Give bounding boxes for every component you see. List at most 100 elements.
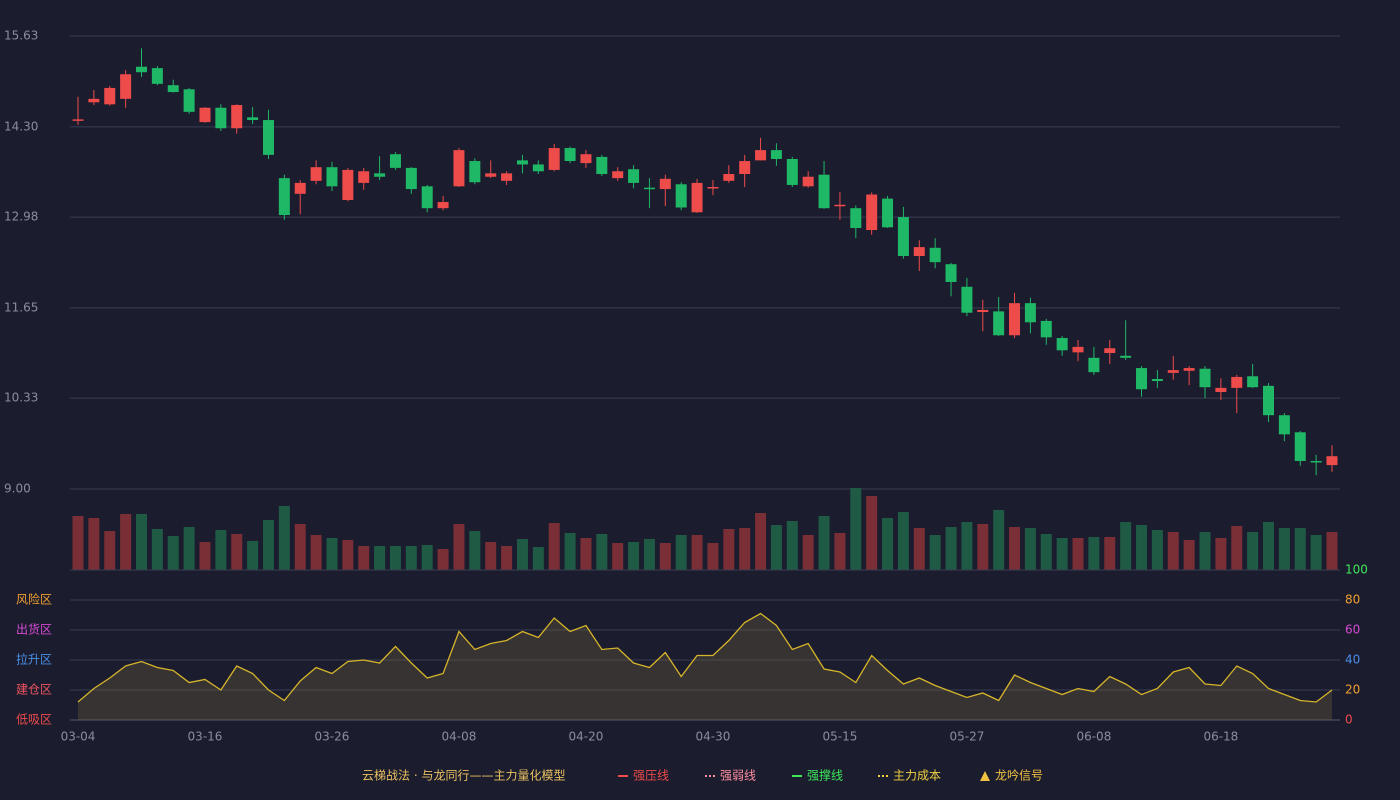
candle-body <box>326 167 338 187</box>
volume-bar <box>834 533 846 570</box>
candle-body <box>405 167 417 190</box>
volume-bar <box>596 534 608 570</box>
volume-bar <box>199 542 211 570</box>
candle-body <box>310 167 322 181</box>
candle-body <box>1056 338 1068 351</box>
volume-bar <box>802 535 814 570</box>
volume-bar <box>866 496 878 570</box>
y-tick-label: 15.63 <box>4 29 38 43</box>
x-tick-label: 06-08 <box>1076 730 1111 744</box>
candle-body <box>421 186 433 209</box>
volume-bar <box>961 522 973 570</box>
volume-bar <box>342 540 354 570</box>
candle-body <box>818 174 830 209</box>
volume-bar <box>485 542 497 570</box>
candle-body <box>1215 387 1227 392</box>
volume-bar <box>1056 538 1068 570</box>
volume-bar <box>326 538 338 570</box>
candle-body <box>1136 368 1148 390</box>
indicator-line <box>77 612 1333 703</box>
candle-body <box>1009 303 1021 336</box>
candle-body <box>72 119 84 121</box>
candle-body <box>104 87 116 105</box>
candle-body <box>389 154 401 168</box>
volume-bar <box>1278 528 1290 570</box>
volume-bar <box>1247 532 1259 570</box>
y-tick-label: 14.30 <box>4 119 38 133</box>
volume-bar <box>628 542 640 570</box>
volume-bar <box>1231 526 1243 570</box>
volume-bar <box>1151 530 1163 570</box>
candle-body <box>501 173 513 181</box>
candle-body <box>1294 432 1306 461</box>
volume-bar <box>358 546 370 570</box>
volume-bar <box>120 514 132 570</box>
volume-bar <box>580 538 592 570</box>
volume-bar <box>548 523 560 570</box>
volume-bar <box>1120 522 1132 570</box>
candle-body <box>516 160 528 165</box>
x-tick-label: 04-20 <box>569 730 604 744</box>
candle-body <box>135 66 147 73</box>
volume-bar <box>739 528 751 570</box>
volume-bar <box>691 535 703 570</box>
candle-body <box>1120 355 1132 358</box>
volume-bar <box>183 527 195 570</box>
zone-label: 拉升区 <box>16 652 52 667</box>
legend-label: 主力成本 <box>893 769 941 783</box>
volume-bar <box>294 524 306 570</box>
candle-body <box>961 286 973 313</box>
zone-label: 出货区 <box>16 622 52 637</box>
volume-bar <box>247 541 259 570</box>
x-tick-label: 03-04 <box>61 730 96 744</box>
volume-bar <box>929 535 941 570</box>
candle-body <box>1199 368 1211 388</box>
candle-body <box>993 311 1005 336</box>
candle-body <box>183 89 195 112</box>
legend-title: 云梯战法 · 与龙同行——主力量化模型 <box>362 769 565 783</box>
volume-bar <box>389 546 401 570</box>
candle-body <box>1183 368 1195 371</box>
volume-bar <box>215 530 227 570</box>
y2-tick-label: 40 <box>1345 653 1360 667</box>
candle-body <box>691 182 703 213</box>
candle-body <box>247 117 259 121</box>
candle-body <box>1167 370 1179 373</box>
candle-body <box>786 158 798 185</box>
x-tick-label: 05-15 <box>822 730 857 744</box>
volume-bar <box>374 546 386 570</box>
volume-bar <box>453 524 465 570</box>
candle-body <box>977 309 989 313</box>
x-tick-label: 03-26 <box>315 730 350 744</box>
volume-bar <box>88 518 100 570</box>
candle-body <box>612 171 624 179</box>
zone-label: 建仓区 <box>16 683 52 697</box>
volume-bar <box>612 543 624 570</box>
y-tick-label: 11.65 <box>4 300 38 314</box>
volume-bar <box>421 545 433 570</box>
candle-body <box>850 208 862 228</box>
candle-body <box>755 150 767 161</box>
candle-body <box>278 178 290 216</box>
candle-body <box>643 187 655 190</box>
zone-label: 风险区 <box>16 592 52 607</box>
x-tick-label: 05-27 <box>949 730 984 744</box>
candle-body <box>1151 378 1163 382</box>
candle-body <box>866 194 878 231</box>
y2-tick-label: 100 <box>1345 563 1368 577</box>
volume-bar <box>231 534 243 570</box>
candle-body <box>945 264 957 282</box>
candle-body <box>358 171 370 183</box>
volume-bar <box>135 514 147 570</box>
candle-body <box>1326 456 1338 466</box>
volume-bar <box>1326 532 1338 570</box>
legend-label: 强弱线 <box>720 769 756 783</box>
volume-bar <box>675 535 687 570</box>
volume-bar <box>1072 538 1084 570</box>
candle-body <box>453 150 465 187</box>
candle-body <box>1263 385 1275 416</box>
candle-body <box>199 107 211 123</box>
candle-body <box>739 161 751 175</box>
volume-bar <box>977 524 989 570</box>
